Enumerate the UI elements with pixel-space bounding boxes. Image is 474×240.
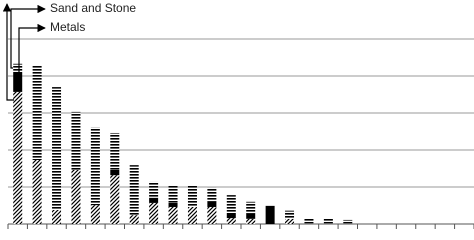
bars xyxy=(13,63,353,224)
bar-segment xyxy=(110,169,120,176)
bar-segment xyxy=(187,206,197,224)
bar-segment xyxy=(52,87,62,210)
page: {"chart_data": {"type": "bar", "categori… xyxy=(2,1,474,229)
bar-segment xyxy=(207,187,217,202)
bar-segment xyxy=(71,111,81,170)
bar-segment xyxy=(71,169,81,224)
legend-label: Metals xyxy=(50,20,85,34)
bar-segment xyxy=(90,127,100,206)
bar-segment xyxy=(226,214,236,219)
bar-segment xyxy=(13,63,23,72)
bar-segment xyxy=(110,175,120,224)
bar-segment xyxy=(226,218,236,224)
grid xyxy=(7,38,474,229)
bar-segment xyxy=(168,206,178,224)
bar-segment xyxy=(246,213,256,219)
bar-segment xyxy=(207,201,217,207)
legend-arrows xyxy=(2,3,46,101)
bar-segment xyxy=(149,181,159,198)
legend-label: Sand and Stone xyxy=(50,1,136,15)
bar-segment xyxy=(187,185,197,207)
bar-segment xyxy=(285,218,295,224)
bar-segment xyxy=(168,185,178,203)
bar-segment xyxy=(207,206,217,224)
bar-segment xyxy=(149,202,159,224)
bar-segment xyxy=(129,165,139,216)
bar-segment xyxy=(13,71,23,92)
arrow xyxy=(16,23,46,81)
bar-segment xyxy=(129,215,139,224)
bar-segment xyxy=(168,202,178,207)
arrow xyxy=(10,4,46,69)
bar-segment xyxy=(265,205,275,224)
bar-segment xyxy=(149,197,159,203)
bar-segment xyxy=(110,132,120,170)
bar-segment xyxy=(32,159,42,224)
chart: Sand and Stone Metals xyxy=(2,1,474,229)
bar-segment xyxy=(246,218,256,224)
bar-segment xyxy=(343,219,353,224)
bar-segment xyxy=(304,218,314,224)
bar-segment xyxy=(285,210,295,219)
bar-segment xyxy=(323,218,333,224)
bar-segment xyxy=(246,201,256,214)
bar-segment xyxy=(13,91,23,224)
bar-segment xyxy=(52,209,62,224)
bar-segment xyxy=(32,66,42,160)
bar-segment xyxy=(90,205,100,224)
arrow xyxy=(2,3,14,101)
bar-segment xyxy=(226,195,236,215)
